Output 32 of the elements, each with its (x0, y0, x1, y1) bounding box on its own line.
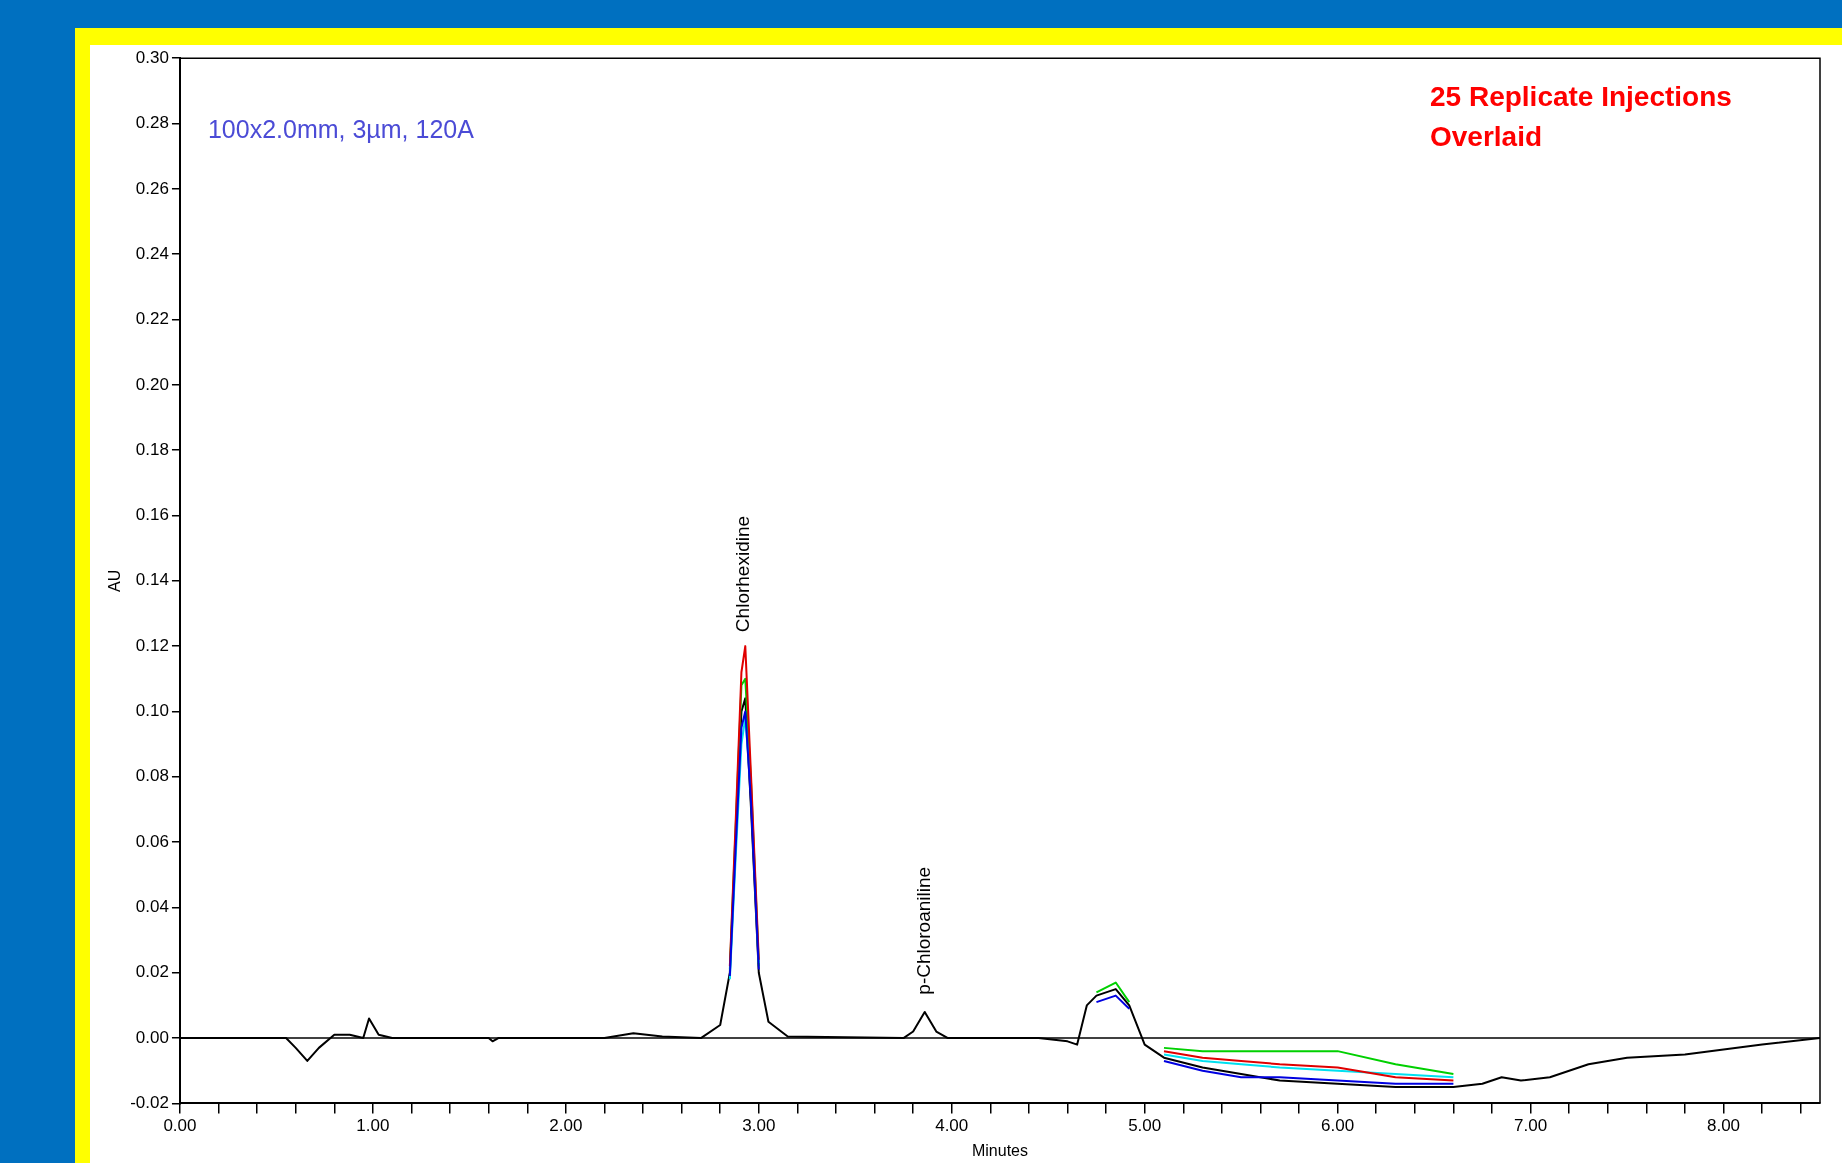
y-tick-label: 0.24 (135, 243, 169, 263)
y-tick-label: -0.02 (130, 1093, 169, 1113)
y-tick-label: 0.02 (135, 962, 169, 982)
annotation: Chlorhexidine (731, 515, 753, 633)
annotation: 25 Replicate Injections Overlaid (1430, 80, 1732, 152)
y-tick-label: 0.18 (135, 439, 169, 459)
y-tick-label: 0.16 (135, 505, 169, 525)
x-tick-label: 5.00 (1128, 1116, 1162, 1136)
x-axis-title: Minutes (971, 1141, 1028, 1159)
annotation: p-Chloroaniline (912, 866, 934, 995)
y-tick-label: 0.22 (135, 309, 169, 329)
x-tick-label: 8.00 (1706, 1116, 1741, 1136)
y-tick-label: 0.06 (135, 831, 169, 851)
y-tick-label: 0.14 (135, 570, 169, 590)
x-tick-label: 6.00 (1321, 1116, 1355, 1136)
annotation: 100x2.0mm, 3µm, 120A (207, 114, 475, 143)
y-tick-label: 0.20 (135, 374, 169, 394)
y-tick-label: 0.00 (135, 1027, 169, 1047)
x-tick-label: 7.00 (1514, 1116, 1548, 1136)
y-tick-label: 0.28 (135, 113, 169, 133)
x-tick-label: 4.00 (935, 1116, 969, 1136)
x-tick-label: 0.00 (163, 1116, 197, 1136)
x-tick-label: 2.00 (549, 1116, 583, 1136)
y-axis-title: AU (106, 569, 124, 592)
y-tick-label: 0.12 (135, 635, 169, 655)
y-tick-label: 0.10 (135, 701, 169, 721)
y-tick-label: 0.08 (135, 766, 169, 786)
y-tick-label: 0.04 (135, 897, 169, 917)
y-tick-label: 0.26 (135, 178, 169, 198)
x-tick-label: 1.00 (356, 1116, 390, 1136)
y-tick-label: 0.30 (135, 47, 169, 67)
x-tick-label: 3.00 (742, 1116, 776, 1136)
